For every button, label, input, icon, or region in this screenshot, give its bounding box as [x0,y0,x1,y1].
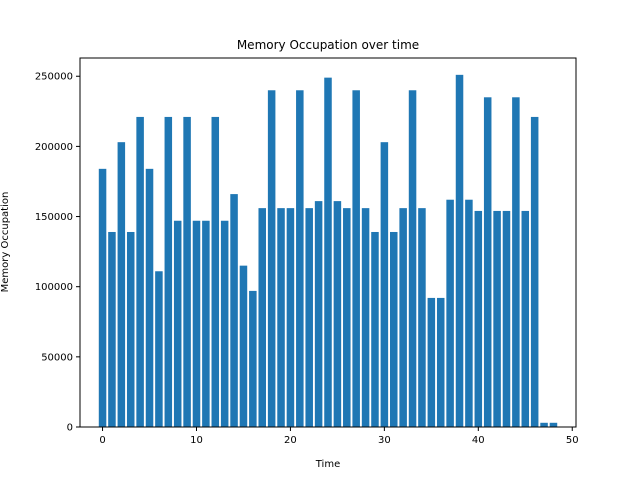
bar-0 [98,168,107,427]
x-tick-label: 0 [99,435,105,446]
bar-16 [249,290,257,427]
bar-38 [455,74,464,427]
bar-2 [117,142,126,427]
bar-8 [173,220,182,427]
plot-frame [79,57,577,428]
x-tick-label: 30 [378,435,391,446]
bar-11 [202,220,210,427]
x-tick-label: 40 [472,435,485,446]
bar-41 [483,97,492,427]
bar-28 [361,208,370,427]
bar-7 [164,116,173,428]
bar-20 [286,208,295,427]
bar-19 [277,208,285,427]
bar-31 [390,231,398,427]
y-tick-label: 0 [67,423,73,434]
y-tick-label: 250000 [35,72,73,83]
bar-36 [436,297,445,427]
bar-37 [446,199,454,427]
bar-12 [211,116,220,428]
bar-33 [408,90,417,428]
bar-1 [108,231,116,427]
bar-15 [239,265,248,427]
bar-43 [502,210,511,427]
bar-4 [136,116,144,428]
bar-29 [371,231,379,427]
bar-3 [126,231,135,427]
bars-group [98,74,558,428]
y-tick-label: 100000 [35,282,73,293]
bar-44 [512,97,520,427]
chart-title: Memory Occupation over time [237,38,419,52]
bar-6 [155,271,163,427]
bar-9 [183,116,191,428]
bar-34 [418,208,426,427]
y-tick-label: 200000 [35,142,73,153]
bar-45 [521,210,530,427]
bar-42 [493,210,501,427]
bar-48 [549,422,558,427]
bar-25 [333,201,342,427]
y-tick-label: 150000 [35,212,73,223]
bar-17 [258,208,266,427]
bar-13 [220,220,229,427]
x-tick-label: 20 [284,435,297,446]
x-axis-label: Time [315,459,340,470]
bar-27 [352,90,360,428]
x-axis-ticks: 0 10 20 30 40 50 [99,427,579,446]
bar-26 [343,208,351,427]
bar-40 [474,210,483,427]
bar-14 [230,194,238,427]
bar-5 [145,168,154,427]
y-axis-ticks: 0 50000 100000 150000 200000 250000 [35,72,80,434]
bar-23 [314,201,323,427]
y-tick-label: 50000 [41,352,73,363]
bar-24 [324,77,332,427]
bar-22 [305,208,313,427]
bar-39 [465,199,473,427]
bar-47 [540,422,548,427]
bar-35 [427,297,436,427]
bar-32 [399,208,407,427]
x-tick-label: 50 [566,435,579,446]
bar-46 [530,116,539,428]
x-tick-label: 10 [190,435,203,446]
bar-30 [380,142,389,427]
bar-21 [296,90,304,428]
bar-18 [267,90,276,428]
y-axis-label: Memory Occupation [0,192,11,293]
bar-10 [192,220,201,427]
